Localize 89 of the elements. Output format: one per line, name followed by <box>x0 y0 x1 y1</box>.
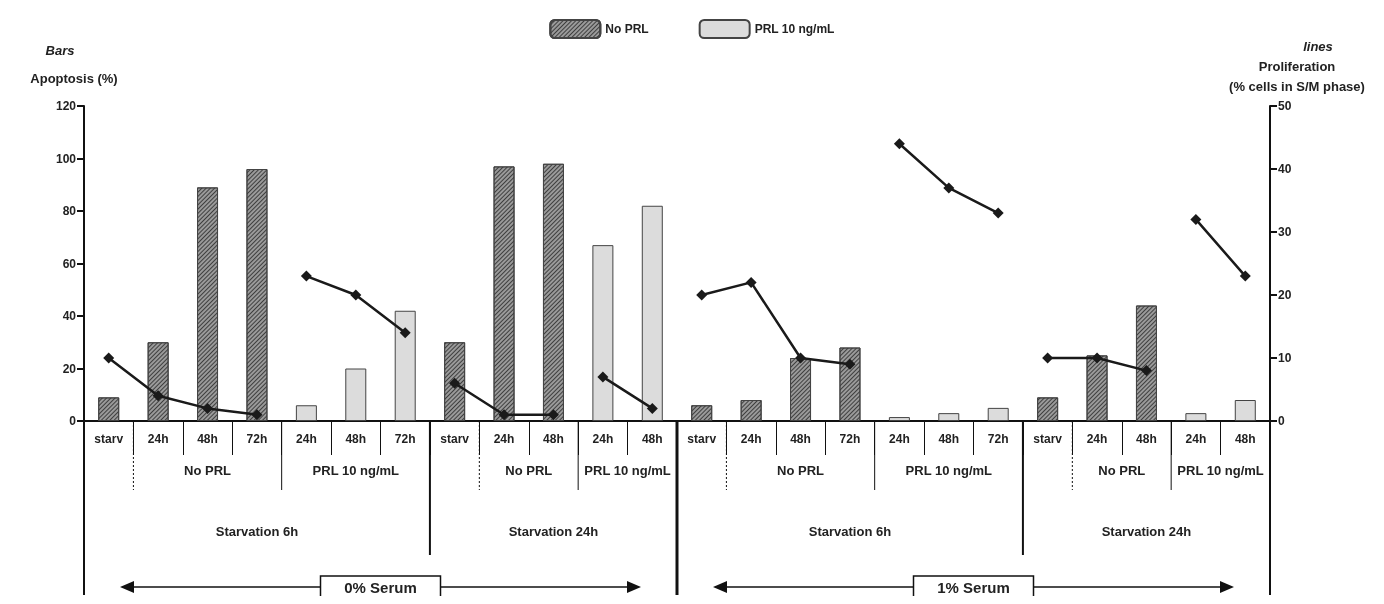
x-tick-label: 48h <box>790 432 811 446</box>
text: PRL 10 ng/mL <box>1177 462 1264 478</box>
text: Bars <box>45 42 75 58</box>
x-tick-label: starv <box>1033 432 1063 446</box>
y2-tick-label: 40 <box>1278 162 1292 176</box>
y-tick-label: 80 <box>62 204 77 218</box>
point <box>893 138 905 150</box>
text: lines <box>1303 38 1333 54</box>
text: Starvation 24h <box>508 523 599 539</box>
bar <box>987 407 1009 421</box>
x-tick-label: 72h <box>246 432 268 446</box>
x-tick-label: 48h <box>938 432 960 446</box>
point <box>152 390 164 402</box>
y-tick-label: 40 <box>62 309 77 323</box>
text: PRL 10 ng/mL <box>584 462 671 478</box>
point <box>745 276 757 288</box>
point <box>498 409 510 421</box>
x-tick-label: 24h <box>592 432 614 446</box>
point <box>300 270 312 282</box>
bar <box>394 310 416 421</box>
point <box>992 207 1004 219</box>
x-tick-label: 24h <box>493 432 515 446</box>
x-tick-label: 48h <box>345 432 367 446</box>
point <box>449 377 461 389</box>
text: Starvation 24h <box>1101 523 1192 539</box>
y-tick-label: 60 <box>62 256 77 271</box>
y-axis-title: Apoptosis (%) <box>30 70 118 86</box>
text: No PRL <box>1098 462 1146 478</box>
y-tick-label: 20 <box>62 361 77 376</box>
x-tick-label: starv <box>687 432 717 446</box>
x-tick-label: starv <box>94 432 124 446</box>
text: PRL 10 ng/mL <box>905 462 993 478</box>
x-tick-label: 24h <box>740 432 762 446</box>
text: No PRL <box>777 462 825 478</box>
bar <box>592 245 614 421</box>
point <box>943 182 955 194</box>
x-tick-label: 24h <box>1185 432 1207 446</box>
x-tick-label: 72h <box>394 432 416 446</box>
bar <box>888 417 910 421</box>
point <box>795 352 807 364</box>
point <box>1091 352 1103 364</box>
point <box>1140 365 1152 377</box>
bar <box>641 205 663 421</box>
x-tick-label: 72h <box>987 432 1009 446</box>
text: No PRL <box>184 462 232 478</box>
text: PRL 10 ng/mL <box>312 462 400 478</box>
text: No PRL <box>505 462 553 478</box>
x-tick-label: 48h <box>197 432 218 446</box>
point <box>844 358 856 370</box>
y-tick-label: 120 <box>55 99 77 113</box>
point <box>696 289 708 301</box>
y-tick-label: 100 <box>55 151 77 166</box>
text: 1% Serum <box>937 578 1010 596</box>
bar <box>295 405 317 421</box>
y2-tick-label: 50 <box>1278 99 1292 113</box>
text: Starvation 6h <box>808 523 892 539</box>
bar <box>345 368 367 421</box>
y2-axis-title: Proliferation (% cells in S/M phase) <box>1229 58 1365 94</box>
y-tick-label: 0 <box>69 414 77 428</box>
text: Starvation 6h <box>215 523 299 539</box>
bar <box>1185 413 1207 421</box>
x-tick-label: 24h <box>296 432 317 446</box>
x-tick-label: 24h <box>147 432 169 446</box>
point <box>251 409 263 421</box>
legend-label: No PRL <box>605 22 649 36</box>
x-tick-label: 48h <box>1136 432 1157 446</box>
x-tick-label: 24h <box>889 432 910 446</box>
point <box>1239 270 1251 282</box>
y2-tick-label: 0 <box>1278 414 1285 428</box>
x-tick-label: 72h <box>839 432 861 446</box>
point <box>646 402 658 414</box>
point <box>350 289 362 301</box>
x-tick-label: 48h <box>641 432 663 446</box>
x-tick-label: 48h <box>543 432 564 446</box>
x-tick-label: starv <box>440 432 470 446</box>
y2-tick-label: 30 <box>1278 225 1292 239</box>
point <box>202 402 214 414</box>
x-tick-label: 24h <box>1086 432 1108 446</box>
x-tick-label: 48h <box>1234 432 1256 446</box>
point <box>103 352 115 364</box>
point <box>597 371 609 383</box>
point <box>1190 213 1202 225</box>
point <box>399 327 411 339</box>
legend-label: PRL 10 ng/mL <box>754 22 835 36</box>
bar <box>938 413 960 421</box>
bar <box>1234 400 1256 421</box>
y2-tick-label: 20 <box>1278 288 1292 302</box>
y2-tick-label: 10 <box>1278 351 1292 365</box>
text: 0% Serum <box>344 578 417 596</box>
